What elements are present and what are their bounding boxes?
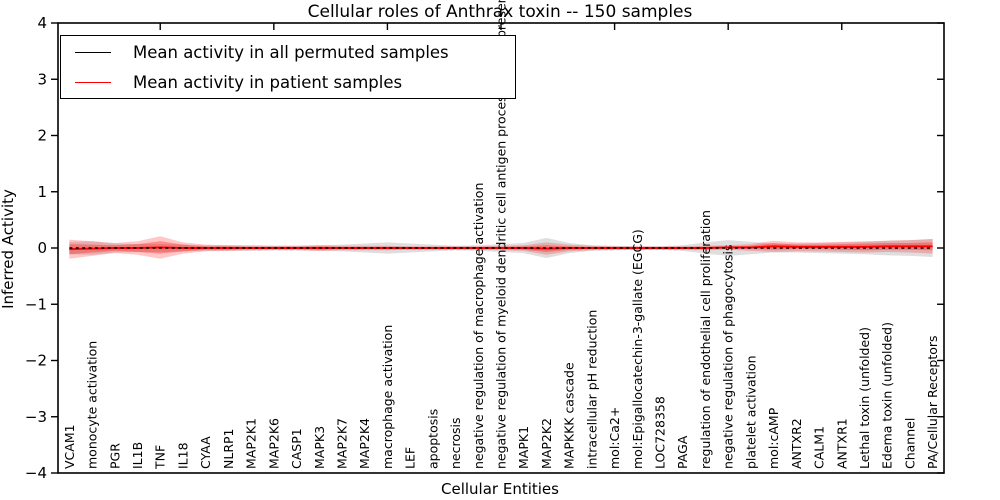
patient-line-swatch <box>75 81 111 83</box>
y-tick-label: 2 <box>37 127 47 145</box>
x-category-label: TNF <box>153 445 168 470</box>
y-tick-label: 3 <box>37 70 47 88</box>
y-tick-label: 1 <box>37 183 47 201</box>
x-category-label: MAP2K6 <box>266 418 281 469</box>
x-category-label: MAP2K4 <box>357 418 372 469</box>
y-axis-label: Inferred Activity <box>0 189 17 309</box>
x-category-label: MAP2K2 <box>539 418 554 469</box>
x-category-label: IL18 <box>175 442 190 469</box>
y-tick-label: −2 <box>25 352 47 370</box>
x-category-label: MAPKKK cascade <box>562 362 577 469</box>
y-tick-label: 4 <box>37 14 47 32</box>
x-category-label: PAGA <box>675 435 690 469</box>
permuted-line-swatch <box>75 51 111 53</box>
x-category-label: platelet activation <box>743 355 758 469</box>
x-category-label: PGR <box>107 443 122 469</box>
x-category-label: CASP1 <box>289 428 304 469</box>
x-category-label: IL1B <box>130 442 145 469</box>
x-category-label: CALM1 <box>812 426 827 469</box>
x-category-label: NLRP1 <box>221 429 236 470</box>
x-category-label: ANTXR1 <box>834 418 849 469</box>
chart-title: Cellular roles of Anthrax toxin -- 150 s… <box>307 2 693 22</box>
x-category-label: MAPK1 <box>516 426 531 469</box>
x-category-label: mol:Epigallocatechin-3-gallate (EGCG) <box>630 229 645 469</box>
x-category-label: negative regulation of macrophage activa… <box>471 183 486 469</box>
x-category-label: mol:Ca2+ <box>607 407 622 469</box>
x-category-label: LOC728358 <box>653 396 668 469</box>
x-category-label: apoptosis <box>425 409 440 469</box>
x-category-label: CYAA <box>198 436 213 469</box>
x-category-label: ANTXR2 <box>789 418 804 469</box>
x-category-label: PA/Cellular Receptors <box>925 335 940 469</box>
y-tick-label: −4 <box>25 464 47 482</box>
x-category-label: macrophage activation <box>380 325 395 469</box>
x-category-label: Lethal toxin (unfolded) <box>857 327 872 469</box>
x-category-label: mol:cAMP <box>766 407 781 469</box>
x-category-label: necrosis <box>448 418 463 470</box>
x-category-label: MAPK3 <box>312 426 327 469</box>
x-category-label: Channel <box>902 418 917 469</box>
legend: Mean activity in all permuted samples Me… <box>60 35 516 99</box>
x-category-label: MAP2K1 <box>244 418 259 469</box>
legend-item-patient: Mean activity in patient samples <box>61 68 515 96</box>
x-category-label: Edema toxin (unfolded) <box>880 322 895 469</box>
x-category-label: negative regulation of myeloid dendritic… <box>494 0 509 469</box>
legend-label-permuted: Mean activity in all permuted samples <box>133 42 449 62</box>
y-tick-label: −1 <box>25 295 47 313</box>
x-category-label: intracellular pH reduction <box>584 310 599 469</box>
legend-label-patient: Mean activity in patient samples <box>133 72 403 92</box>
x-category-label: VCAM1 <box>62 424 77 469</box>
x-category-label: negative regulation of phagocytosis <box>721 244 736 469</box>
x-category-label: MAP2K7 <box>334 418 349 469</box>
x-axis-label: Cellular Entities <box>441 480 559 498</box>
y-tick-label: 0 <box>37 239 47 257</box>
x-category-label: monocyte activation <box>85 341 100 469</box>
y-tick-label: −3 <box>25 408 47 426</box>
x-category-label: regulation of endothelial cell prolifera… <box>698 210 713 469</box>
legend-item-permuted: Mean activity in all permuted samples <box>61 38 515 66</box>
x-category-label: LEF <box>403 447 418 469</box>
